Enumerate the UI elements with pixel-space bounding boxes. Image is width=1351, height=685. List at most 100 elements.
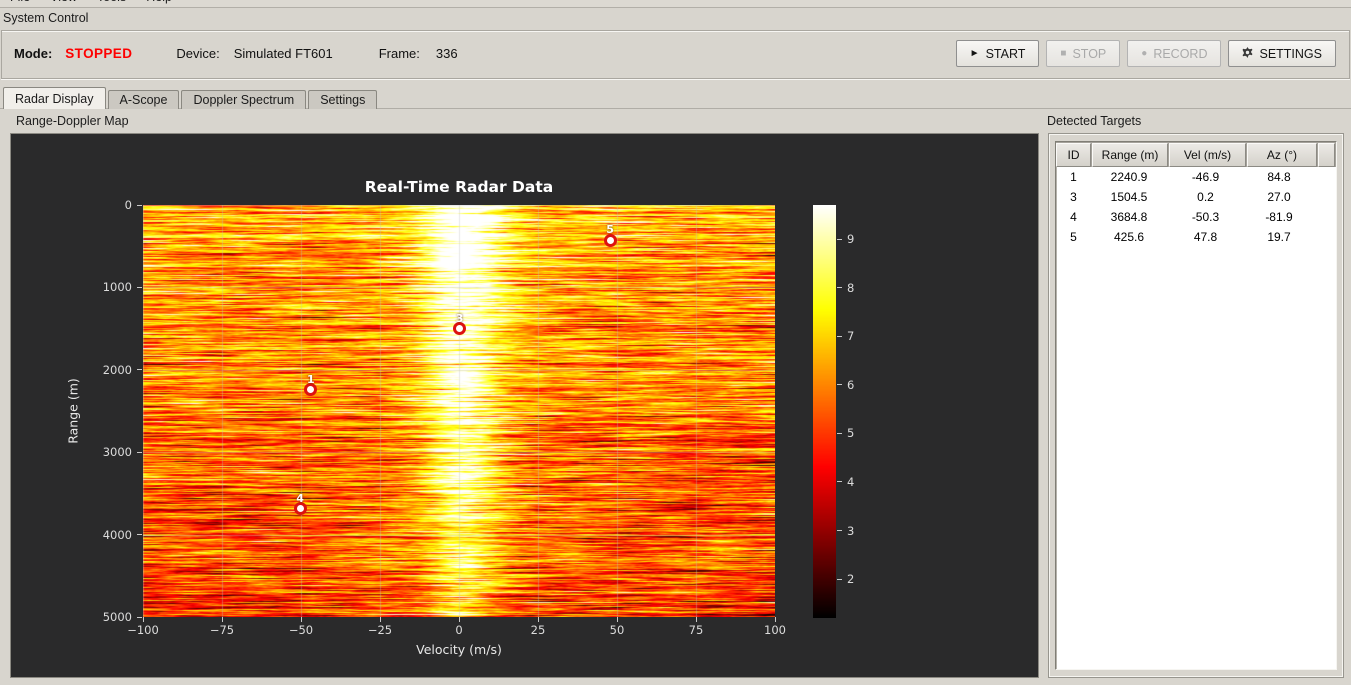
x-tick-label: −75 bbox=[209, 623, 235, 637]
cell: 3 bbox=[1070, 190, 1077, 204]
x-tick-label: 50 bbox=[609, 623, 625, 637]
range-doppler-heatmap-canvas bbox=[143, 205, 775, 617]
cell: -81.9 bbox=[1265, 210, 1293, 224]
colorbar-tick-mark bbox=[837, 287, 842, 289]
gear-icon bbox=[1242, 46, 1253, 61]
menu-item-file[interactable]: File bbox=[0, 0, 40, 6]
stop-button-label: STOP bbox=[1072, 46, 1107, 61]
system-control-group-title: System Control bbox=[3, 11, 89, 25]
record-button-label: RECORD bbox=[1153, 46, 1208, 61]
device-value: Simulated FT601 bbox=[233, 46, 333, 61]
menu-item-help[interactable]: Help bbox=[136, 0, 182, 6]
column-header-vel-m-s-[interactable]: Vel (m/s) bbox=[1169, 143, 1246, 167]
colorbar-tick-label: 2 bbox=[847, 572, 855, 587]
x-tick-mark bbox=[537, 617, 539, 622]
table-row[interactable]: 3 1504.5 0.2 27.0 bbox=[1056, 187, 1336, 207]
table-row[interactable]: 4 3684.8 -50.3 -81.9 bbox=[1056, 207, 1336, 227]
x-tick-label: −25 bbox=[367, 623, 393, 637]
target-marker-label: 3 bbox=[455, 311, 464, 325]
x-axis-label: Velocity (m/s) bbox=[416, 642, 502, 657]
x-tick-label: −50 bbox=[288, 623, 314, 637]
y-tick-mark bbox=[137, 369, 142, 371]
column-header-az-[interactable]: Az (°) bbox=[1247, 143, 1317, 167]
y-tick-mark bbox=[137, 286, 142, 288]
cell: 1504.5 bbox=[1110, 190, 1148, 204]
y-tick-label: 3000 bbox=[102, 445, 132, 460]
y-tick-label: 1000 bbox=[102, 280, 132, 295]
x-tick-mark bbox=[221, 617, 223, 622]
stop-button: ■ STOP bbox=[1046, 40, 1121, 67]
tab-settings[interactable]: Settings bbox=[308, 90, 378, 109]
play-icon: ► bbox=[969, 47, 980, 59]
x-tick-mark bbox=[774, 617, 776, 622]
status-row: Mode: STOPPED Device: Simulated FT601 Fr… bbox=[14, 40, 458, 67]
target-marker bbox=[453, 322, 467, 336]
y-tick-label: 2000 bbox=[102, 362, 132, 377]
cell: 0.2 bbox=[1197, 190, 1214, 204]
cell: 47.8 bbox=[1193, 230, 1218, 244]
colorbar-tick-label: 9 bbox=[847, 232, 855, 246]
table-row[interactable]: 5 425.6 47.8 19.7 bbox=[1056, 227, 1336, 247]
cell: 425.6 bbox=[1113, 230, 1145, 244]
y-tick-label: 4000 bbox=[102, 527, 132, 542]
cell: 19.7 bbox=[1267, 230, 1291, 244]
settings-button[interactable]: SETTINGS bbox=[1228, 40, 1336, 67]
menu-bar: FileViewToolsHelp bbox=[0, 0, 1351, 8]
cell: -50.3 bbox=[1191, 210, 1220, 224]
tab-doppler-spectrum[interactable]: Doppler Spectrum bbox=[181, 90, 307, 109]
x-tick-mark bbox=[616, 617, 618, 622]
column-header-range-m-[interactable]: Range (m) bbox=[1092, 143, 1168, 167]
table-header-row: ID Range (m) Vel (m/s) Az (°) bbox=[1056, 142, 1336, 167]
colorbar-tick-mark bbox=[837, 481, 842, 483]
colorbar-tick-label: 6 bbox=[847, 377, 855, 392]
system-control-group-frame bbox=[1, 30, 1350, 79]
target-marker-label: 1 bbox=[306, 372, 315, 386]
device-label: Device: bbox=[176, 46, 220, 61]
start-button-label: START bbox=[985, 46, 1026, 61]
x-tick-mark bbox=[458, 617, 460, 622]
detected-targets-panel: ID Range (m) Vel (m/s) Az (°) 1 2240.9 -46.9 8… bbox=[1048, 133, 1344, 678]
y-tick-mark bbox=[137, 204, 142, 206]
menu-item-view[interactable]: View bbox=[40, 0, 87, 6]
x-tick-label: −100 bbox=[127, 623, 159, 637]
frame-value: 336 bbox=[435, 46, 458, 61]
colorbar-tick-mark bbox=[837, 335, 842, 337]
cell: 2240.9 bbox=[1110, 170, 1148, 184]
y-tick-mark bbox=[137, 534, 142, 536]
column-header-id[interactable]: ID bbox=[1056, 143, 1091, 167]
tab-radar-display[interactable]: Radar Display bbox=[3, 87, 106, 109]
colorbar-tick-mark bbox=[837, 432, 842, 434]
colorbar-tick-mark bbox=[837, 384, 842, 386]
colorbar-canvas bbox=[813, 205, 836, 618]
cell: 4 bbox=[1070, 210, 1077, 224]
range-doppler-plot-panel: Real-Time Radar Data Velocity (m/s) Rang… bbox=[10, 133, 1039, 678]
start-button[interactable]: ► START bbox=[955, 40, 1040, 67]
figure-title: Real-Time Radar Data bbox=[364, 178, 554, 196]
x-tick-mark bbox=[142, 617, 144, 622]
cell: -46.9 bbox=[1191, 170, 1220, 184]
colorbar-tick-label: 8 bbox=[847, 280, 855, 295]
colorbar-tick-label: 3 bbox=[847, 523, 855, 538]
colorbar-tick-label: 4 bbox=[847, 474, 855, 489]
cell: 84.8 bbox=[1267, 170, 1291, 184]
table-row[interactable]: 1 2240.9 -46.9 84.8 bbox=[1056, 167, 1336, 187]
x-tick-label: 100 bbox=[764, 623, 786, 637]
colorbar-tick-label: 7 bbox=[847, 329, 855, 344]
detected-targets-table: ID Range (m) Vel (m/s) Az (°) 1 2240.9 -46.9 8… bbox=[1055, 141, 1337, 670]
menu-item-tools[interactable]: Tools bbox=[87, 0, 136, 6]
y-tick-mark bbox=[137, 451, 142, 453]
y-tick-label: 5000 bbox=[102, 610, 132, 624]
tab-a-scope[interactable]: A-Scope bbox=[107, 90, 180, 109]
x-tick-mark bbox=[300, 617, 302, 622]
cell: 3684.8 bbox=[1110, 210, 1148, 224]
x-tick-label: 0 bbox=[455, 623, 463, 637]
tab-pane-border bbox=[0, 108, 1351, 109]
target-marker-label: 4 bbox=[296, 491, 304, 505]
cell: 27.0 bbox=[1267, 190, 1291, 204]
target-marker bbox=[603, 233, 617, 247]
cell: 1 bbox=[1070, 170, 1077, 184]
control-buttons: ► START ■ STOP ● RECORD SETTINGS bbox=[955, 40, 1336, 67]
x-tick-mark bbox=[695, 617, 697, 622]
column-header-stub bbox=[1318, 143, 1335, 167]
detected-targets-group-title: Detected Targets bbox=[1047, 114, 1142, 128]
